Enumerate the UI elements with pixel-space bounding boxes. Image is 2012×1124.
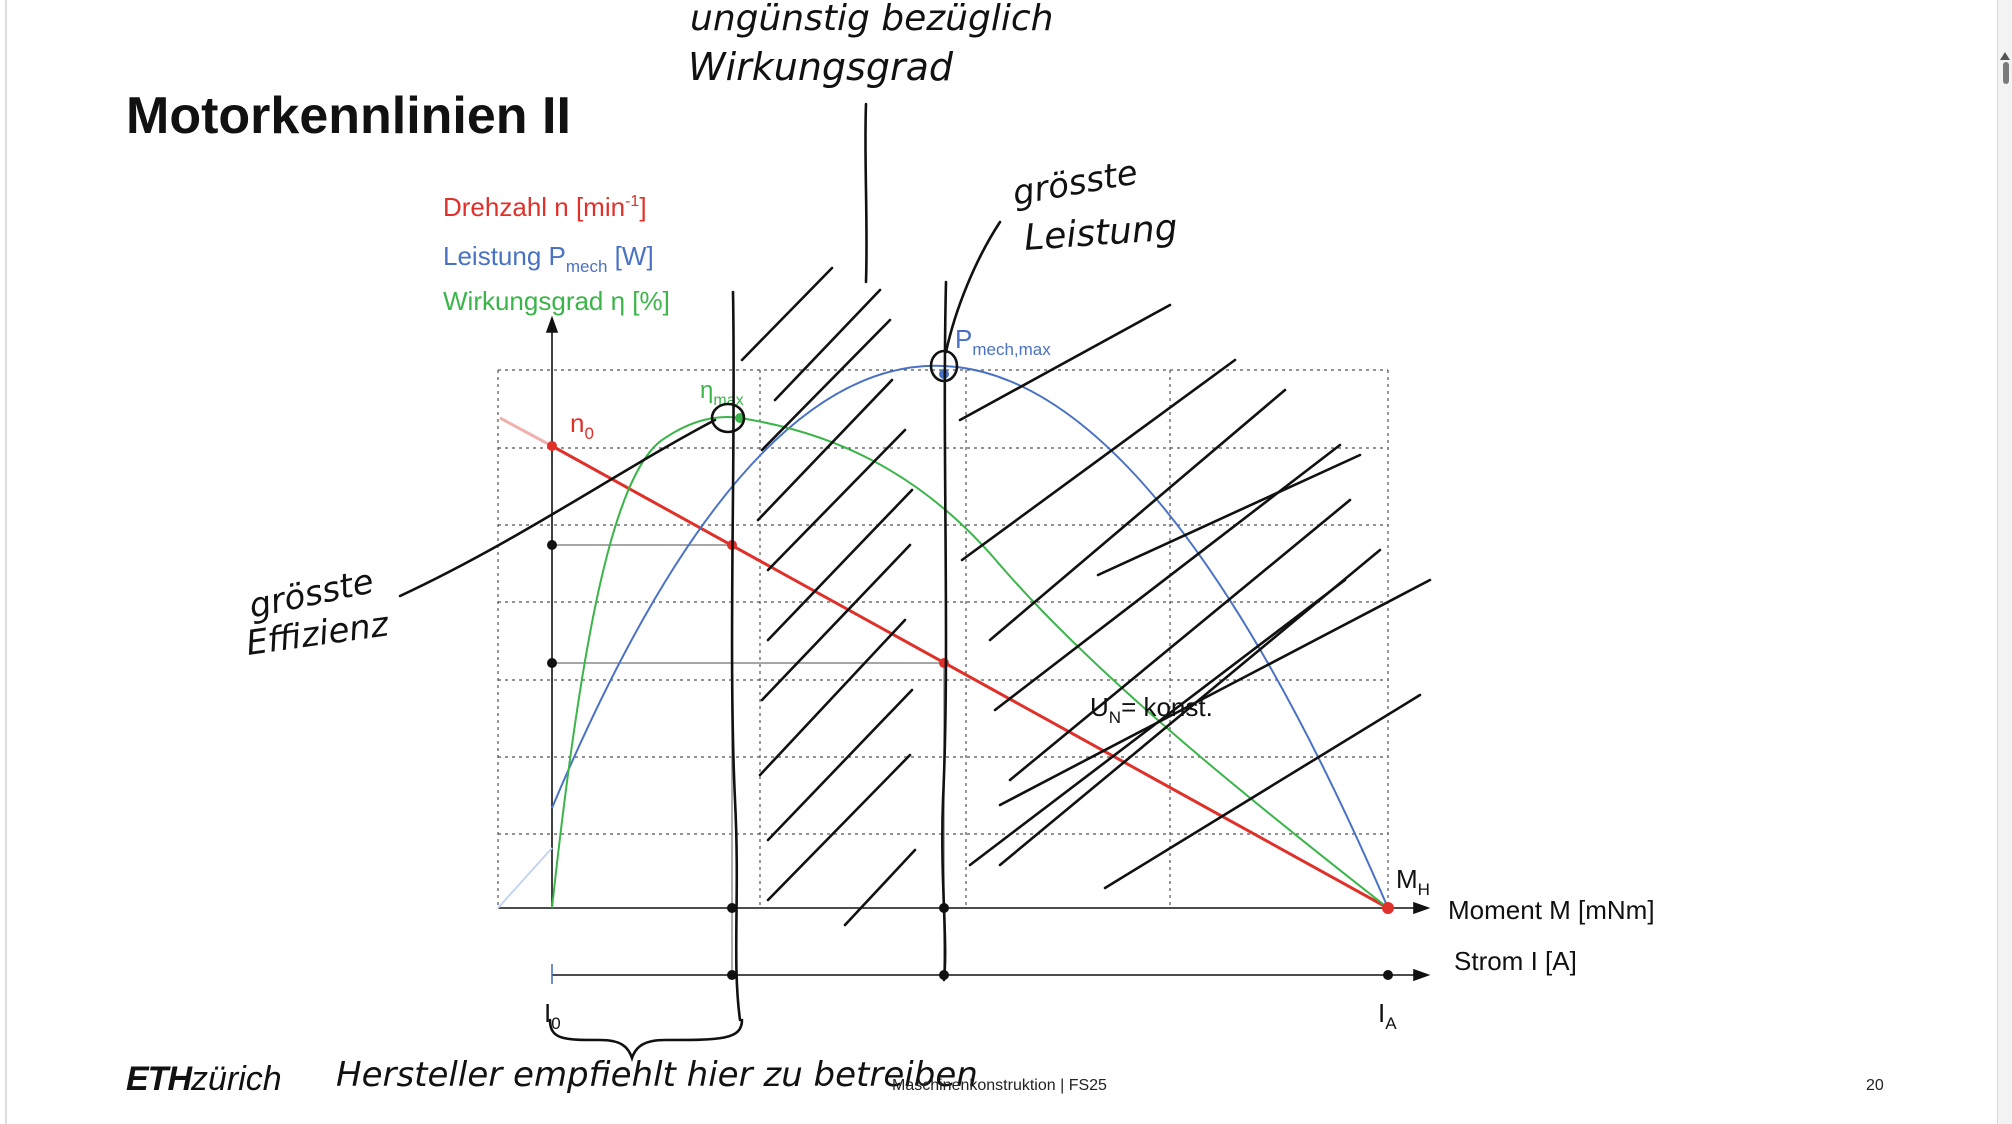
ink-manufacturer: Hersteller empfiehlt hier zu betreiben [336,1055,978,1095]
current-axis-arrow [1413,968,1431,982]
y-tick-2 [547,658,557,668]
grid [497,369,1389,908]
x-tick-eta [727,903,737,913]
speed-line [551,444,1389,910]
y-tick-1 [547,540,557,550]
scroll-up-icon[interactable] [2000,52,2010,60]
eth-logo: ETHzürich [126,1060,282,1098]
n0-point [547,441,557,451]
points [547,369,1394,980]
label-i0: I0 [544,998,561,1033]
legend-power: Leistung Pmech [W] [443,241,654,276]
label-p-max: Pmech,max [955,324,1051,359]
ink-line-p [941,280,948,982]
ink-max-power-1: grösste [1010,153,1141,214]
legend-efficiency: Wirkungsgrad η [%] [443,286,670,316]
mh-point [1382,902,1394,914]
legend-speed: Drehzahl n [min-1] [443,192,647,222]
label-n0: n0 [570,408,594,443]
ink-circle-eta [710,402,746,434]
ink-pointer-eff [398,418,717,598]
speed-line-extension [499,416,553,448]
power-curve [551,364,1389,909]
axes [498,315,1431,984]
y-axis-arrow [545,315,559,333]
ink-pointer-power [944,220,1002,354]
ink-unfavorable-2: Wirkungsgrad [688,45,954,89]
speed-at-p-max-point [939,658,949,668]
moment-axis-arrow [1413,901,1431,915]
ink-circle-p [929,349,959,383]
vertical-scrollbar[interactable] [1997,0,2012,1124]
ink-line-top [864,102,868,284]
label-ia: IA [1378,998,1397,1033]
label-current-axis: Strom I [A] [1454,946,1577,976]
ink-line-eta [730,290,742,1022]
page-number: 20 [1866,1077,1884,1094]
ink-unfavorable-1: ungünstig bezüglich [690,0,1053,39]
helper-lines [552,544,945,975]
label-moment-axis: Moment M [mNm] [1448,895,1655,925]
footer-course: Maschinenkonstruktion | FS25 [892,1077,1107,1094]
ink-max-power-2: Leistung [1023,207,1179,259]
ink-strokes [398,102,1432,1063]
scrollbar-thumb[interactable] [2003,62,2009,84]
i-tick-eta [727,970,737,980]
slide-title: Motorkennlinien II [126,87,571,145]
ink-brace [548,1018,744,1063]
ia-point [1383,970,1393,980]
label-mh: MH [1396,864,1430,899]
power-curve-extension [497,847,553,909]
label-un-const: UN= konst. [1090,692,1213,727]
